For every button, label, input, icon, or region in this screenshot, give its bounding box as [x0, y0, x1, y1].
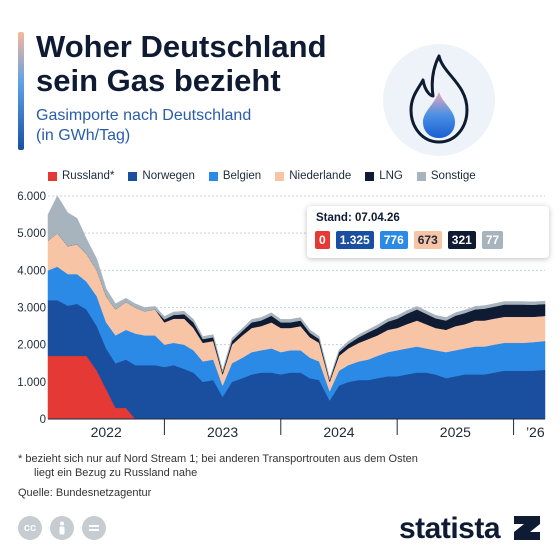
y-tick-label: 4.000 — [17, 265, 46, 277]
footnote: * bezieht sich nur auf Nord Stream 1; be… — [18, 452, 538, 480]
legend-label: Sonstige — [430, 170, 476, 182]
flame-icon — [409, 54, 469, 144]
y-tick-label: 6.000 — [17, 191, 46, 203]
legend-item: Belgien — [208, 170, 262, 182]
x-tick-label: ’26 — [526, 424, 545, 440]
value-tooltip: Stand: 07.04.26 0 1.325 776 673 321 77 — [307, 206, 549, 258]
legend-item: Norwegen — [128, 170, 195, 182]
y-tick-label: 1.000 — [17, 377, 46, 389]
legend-swatch — [275, 171, 285, 181]
legend-swatch — [128, 171, 138, 181]
x-tick-label: 2022 — [91, 424, 122, 440]
tooltip-value: 77 — [481, 231, 504, 249]
brand-logo[interactable]: statista — [399, 512, 501, 545]
cc-icon[interactable]: cc — [18, 516, 42, 540]
statista-logo-icon — [514, 516, 540, 540]
tooltip-values: 0 1.325 776 673 321 77 — [315, 231, 504, 249]
y-tick-label: 2.000 — [17, 340, 46, 352]
area-series-sonstige — [47, 195, 546, 381]
x-tick-label: 2023 — [207, 424, 238, 440]
chart-legend: Russland* Norwegen Belgien Niederlande LNG So… — [48, 170, 490, 182]
source-note: Quelle: Bundesnetzagentur — [18, 487, 152, 499]
footnote-line-1: * bezieht sich nur auf Nord Stream 1; be… — [18, 453, 418, 465]
legend-swatch — [416, 171, 426, 181]
tooltip-value: 1.325 — [335, 231, 374, 249]
chart-title: Woher Deutschland sein Gas bezieht — [36, 30, 366, 98]
tooltip-value: 321 — [447, 231, 476, 249]
legend-item: Sonstige — [416, 170, 476, 182]
title-line-2: sein Gas bezieht — [36, 63, 281, 98]
chart-subtitle: Gasimporte nach Deutschland (in GWh/Tag) — [36, 106, 356, 146]
x-tick-label: 2025 — [440, 424, 471, 440]
title-line-1: Woher Deutschland — [36, 29, 327, 64]
y-tick-label: 3.000 — [17, 303, 46, 315]
accent-bar — [18, 32, 24, 150]
legend-item: Russland* — [48, 170, 114, 182]
legend-label: LNG — [379, 170, 403, 182]
legend-swatch — [48, 171, 57, 181]
flame-illustration — [383, 44, 495, 156]
tooltip-title: Stand: 07.04.26 — [316, 212, 400, 224]
no-derivatives-icon[interactable] — [82, 516, 106, 540]
tooltip-value: 0 — [315, 231, 330, 249]
legend-label: Belgien — [222, 170, 262, 182]
attribution-icon[interactable] — [50, 516, 74, 540]
y-tick-label: 5.000 — [17, 228, 46, 240]
legend-swatch — [365, 171, 375, 181]
tooltip-value: 776 — [379, 231, 408, 249]
legend-swatch — [208, 171, 218, 181]
legend-item: LNG — [365, 170, 403, 182]
license-icons: cc — [18, 516, 106, 540]
subtitle-line-1: Gasimporte nach Deutschland — [36, 107, 252, 124]
subtitle-line-2: (in GWh/Tag) — [36, 127, 131, 144]
tooltip-value: 673 — [413, 231, 442, 249]
legend-item: Niederlande — [275, 170, 351, 182]
legend-label: Norwegen — [142, 170, 195, 182]
footnote-line-2: liegt ein Bezug zu Russland nahe — [34, 467, 198, 479]
stacked-area-chart: 0 1.000 2.000 3.000 4.000 5.000 6.000 2022 2023 2… — [17, 191, 546, 440]
y-tick-label: 0 — [40, 414, 46, 426]
x-tick-label: 2024 — [323, 424, 354, 440]
legend-label: Niederlande — [289, 170, 352, 182]
legend-label: Russland* — [62, 170, 115, 182]
